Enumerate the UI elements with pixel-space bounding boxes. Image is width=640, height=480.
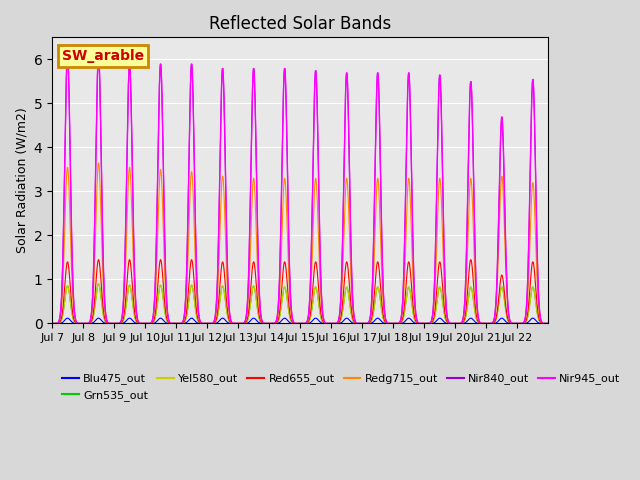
- Line: Nir840_out: Nir840_out: [52, 55, 548, 324]
- Redg715_out: [538, 320, 546, 326]
- Nir840_out: [538, 320, 546, 325]
- Nir840_out: [545, 321, 552, 326]
- Grn535_out: [490, 320, 497, 326]
- Yel580_out: [417, 321, 425, 326]
- Nir945_out: [278, 183, 285, 189]
- Red655_out: [490, 320, 497, 326]
- Line: Grn535_out: Grn535_out: [52, 284, 548, 324]
- Nir840_out: [490, 318, 497, 324]
- Grn535_out: [538, 321, 546, 326]
- Blu475_out: [278, 318, 285, 324]
- Blu475_out: [545, 321, 552, 326]
- Grn535_out: [48, 321, 56, 326]
- Grn535_out: [95, 281, 102, 287]
- Yel580_out: [490, 320, 497, 326]
- Red655_out: [417, 321, 425, 326]
- Grn535_out: [417, 321, 425, 326]
- Blu475_out: [126, 315, 134, 321]
- Yel580_out: [95, 281, 102, 287]
- Yel580_out: [278, 301, 285, 307]
- Blu475_out: [538, 321, 546, 326]
- Y-axis label: Solar Radiation (W/m2): Solar Radiation (W/m2): [15, 108, 28, 253]
- Blu475_out: [63, 315, 71, 321]
- Blu475_out: [287, 320, 295, 326]
- Nir840_out: [48, 321, 56, 326]
- Grn535_out: [545, 321, 552, 326]
- Red655_out: [545, 321, 552, 326]
- Legend: Blu475_out, Grn535_out, Yel580_out, Red655_out, Redg715_out, Nir840_out, Nir945_: Blu475_out, Grn535_out, Yel580_out, Red6…: [58, 369, 625, 405]
- Red655_out: [278, 288, 285, 293]
- Grn535_out: [287, 318, 295, 324]
- Nir945_out: [126, 65, 134, 71]
- Line: Yel580_out: Yel580_out: [52, 284, 548, 324]
- Nir840_out: [417, 321, 425, 326]
- Redg715_out: [126, 167, 134, 172]
- Nir945_out: [63, 52, 71, 58]
- Line: Red655_out: Red655_out: [52, 260, 548, 324]
- Grn535_out: [126, 283, 134, 288]
- Nir945_out: [48, 321, 56, 326]
- Nir840_out: [63, 52, 71, 58]
- Blu475_out: [48, 321, 56, 326]
- Redg715_out: [490, 319, 497, 324]
- Redg715_out: [48, 321, 56, 326]
- Blu475_out: [490, 321, 497, 326]
- Line: Nir945_out: Nir945_out: [52, 55, 548, 324]
- Yel580_out: [545, 321, 552, 326]
- Redg715_out: [287, 310, 295, 315]
- Nir945_out: [417, 321, 425, 326]
- Yel580_out: [538, 321, 546, 326]
- Yel580_out: [287, 318, 295, 324]
- Redg715_out: [545, 321, 552, 326]
- Yel580_out: [126, 283, 134, 288]
- Nir840_out: [278, 183, 285, 189]
- Nir840_out: [287, 301, 295, 307]
- Nir840_out: [126, 65, 134, 71]
- Red655_out: [48, 321, 56, 326]
- Nir945_out: [287, 301, 295, 307]
- Line: Redg715_out: Redg715_out: [52, 163, 548, 324]
- Redg715_out: [417, 321, 425, 326]
- Red655_out: [538, 320, 546, 326]
- Title: Reflected Solar Bands: Reflected Solar Bands: [209, 15, 391, 33]
- Grn535_out: [278, 301, 285, 307]
- Redg715_out: [278, 242, 285, 248]
- Red655_out: [126, 258, 134, 264]
- Nir945_out: [538, 320, 546, 325]
- Nir945_out: [545, 321, 552, 326]
- Red655_out: [287, 316, 295, 322]
- Red655_out: [95, 257, 102, 263]
- Text: SW_arable: SW_arable: [62, 49, 144, 63]
- Yel580_out: [48, 321, 56, 326]
- Blu475_out: [417, 321, 425, 326]
- Line: Blu475_out: Blu475_out: [52, 318, 548, 324]
- Redg715_out: [95, 160, 102, 166]
- Nir945_out: [490, 318, 497, 324]
